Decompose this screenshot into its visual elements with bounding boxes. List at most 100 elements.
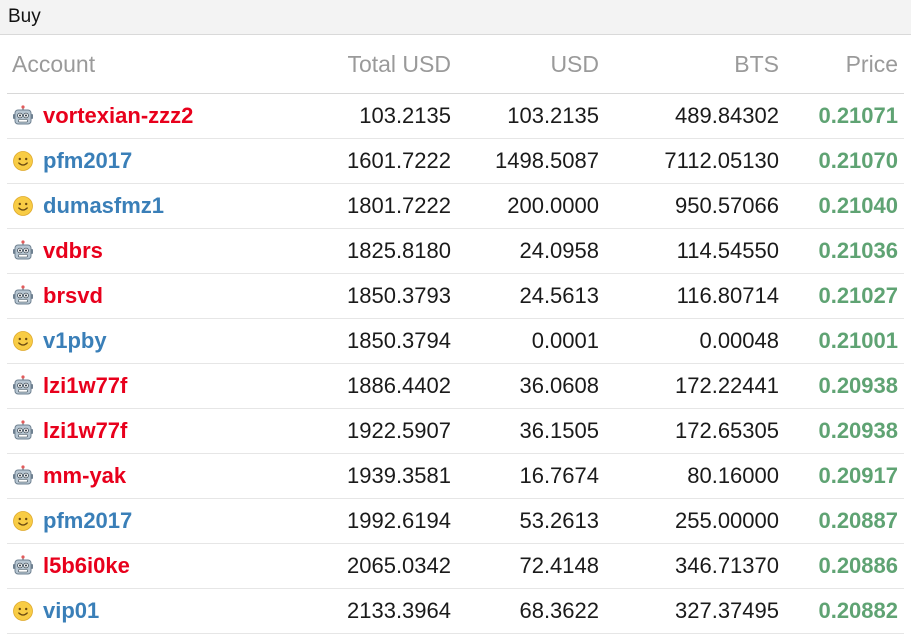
price-cell: 0.20887 bbox=[785, 498, 904, 544]
bts-cell: 172.22441 bbox=[605, 363, 785, 409]
price-cell: 0.20882 bbox=[785, 588, 904, 634]
account-cell: brsvd bbox=[7, 273, 297, 319]
account-link[interactable]: pfm2017 bbox=[43, 508, 133, 533]
account-cell: lzi1w77f bbox=[7, 363, 297, 409]
smiley-icon bbox=[12, 600, 34, 622]
total-usd-cell: 1992.6194 bbox=[297, 498, 457, 544]
usd-cell: 103.2135 bbox=[457, 93, 605, 139]
account-cell: vip01 bbox=[7, 588, 297, 634]
price-cell: 0.20938 bbox=[785, 408, 904, 454]
table-row[interactable]: v1pby 1850.3794 0.0001 0.00048 0.21001 bbox=[7, 318, 904, 364]
total-usd-cell: 1601.7222 bbox=[297, 138, 457, 184]
account-cell: mm-yak bbox=[7, 453, 297, 499]
price-cell: 0.20886 bbox=[785, 543, 904, 589]
column-header-usd[interactable]: USD bbox=[457, 35, 605, 94]
bts-cell: 116.80714 bbox=[605, 273, 785, 319]
robot-icon bbox=[12, 555, 34, 577]
price-cell: 0.21027 bbox=[785, 273, 904, 319]
bts-cell: 950.57066 bbox=[605, 183, 785, 229]
bts-cell: 0.00048 bbox=[605, 318, 785, 364]
account-cell: dumasfmz1 bbox=[7, 183, 297, 229]
account-cell: vdbrs bbox=[7, 228, 297, 274]
total-usd-cell: 2065.0342 bbox=[297, 543, 457, 589]
account-cell: lzi1w77f bbox=[7, 408, 297, 454]
account-link[interactable]: vdbrs bbox=[43, 238, 103, 263]
robot-icon bbox=[12, 420, 34, 442]
total-usd-cell: 1850.3794 bbox=[297, 318, 457, 364]
table-row[interactable]: lzi1w77f 1922.5907 36.1505 172.65305 0.20938 bbox=[7, 408, 904, 454]
usd-cell: 36.0608 bbox=[457, 363, 605, 409]
usd-cell: 16.7674 bbox=[457, 453, 605, 499]
account-cell: pfm2017 bbox=[7, 498, 297, 544]
price-cell: 0.21001 bbox=[785, 318, 904, 364]
total-usd-cell: 1850.3793 bbox=[297, 273, 457, 319]
smiley-icon bbox=[12, 195, 34, 217]
account-link[interactable]: lzi1w77f bbox=[43, 373, 128, 398]
panel-title: Buy bbox=[8, 6, 41, 27]
table-row[interactable]: vdbrs 1825.8180 24.0958 114.54550 0.21036 bbox=[7, 228, 904, 274]
total-usd-cell: 103.2135 bbox=[297, 93, 457, 139]
panel-header: Buy bbox=[0, 0, 911, 35]
smiley-icon bbox=[12, 150, 34, 172]
bts-cell: 7112.05130 bbox=[605, 138, 785, 184]
account-link[interactable]: v1pby bbox=[43, 328, 107, 353]
usd-cell: 53.2613 bbox=[457, 498, 605, 544]
price-cell: 0.21070 bbox=[785, 138, 904, 184]
account-link[interactable]: l5b6i0ke bbox=[43, 553, 130, 578]
price-cell: 0.20938 bbox=[785, 363, 904, 409]
column-header-account[interactable]: Account bbox=[7, 35, 297, 94]
price-cell: 0.21071 bbox=[785, 93, 904, 139]
table-row[interactable]: pfm2017 1992.6194 53.2613 255.00000 0.20887 bbox=[7, 498, 904, 544]
price-cell: 0.21036 bbox=[785, 228, 904, 274]
column-header-total-usd[interactable]: Total USD bbox=[297, 35, 457, 94]
usd-cell: 200.0000 bbox=[457, 183, 605, 229]
table-row[interactable]: vip01 2133.3964 68.3622 327.37495 0.20882 bbox=[7, 588, 904, 634]
total-usd-cell: 1922.5907 bbox=[297, 408, 457, 454]
smiley-icon bbox=[12, 330, 34, 352]
usd-cell: 24.5613 bbox=[457, 273, 605, 319]
table-row[interactable]: pfm2017 1601.7222 1498.5087 7112.05130 0.210… bbox=[7, 138, 904, 184]
usd-cell: 36.1505 bbox=[457, 408, 605, 454]
bts-cell: 346.71370 bbox=[605, 543, 785, 589]
total-usd-cell: 1825.8180 bbox=[297, 228, 457, 274]
table-row[interactable]: brsvd 1850.3793 24.5613 116.80714 0.21027 bbox=[7, 273, 904, 319]
smiley-icon bbox=[12, 510, 34, 532]
account-link[interactable]: brsvd bbox=[43, 283, 103, 308]
bts-cell: 114.54550 bbox=[605, 228, 785, 274]
column-header-bts[interactable]: BTS bbox=[605, 35, 785, 94]
usd-cell: 1498.5087 bbox=[457, 138, 605, 184]
total-usd-cell: 2133.3964 bbox=[297, 588, 457, 634]
bts-cell: 255.00000 bbox=[605, 498, 785, 544]
table-row[interactable]: l5b6i0ke 2065.0342 72.4148 346.71370 0.20886 bbox=[7, 543, 904, 589]
bts-cell: 80.16000 bbox=[605, 453, 785, 499]
account-link[interactable]: pfm2017 bbox=[43, 148, 133, 173]
buy-orders-table: Account Total USD USD BTS Price vortexia… bbox=[7, 35, 904, 634]
total-usd-cell: 1886.4402 bbox=[297, 363, 457, 409]
table-row[interactable]: lzi1w77f 1886.4402 36.0608 172.22441 0.20938 bbox=[7, 363, 904, 409]
total-usd-cell: 1939.3581 bbox=[297, 453, 457, 499]
account-cell: vortexian-zzz2 bbox=[7, 93, 297, 139]
column-header-price[interactable]: Price bbox=[785, 35, 904, 94]
account-cell: pfm2017 bbox=[7, 138, 297, 184]
robot-icon bbox=[12, 240, 34, 262]
account-cell: l5b6i0ke bbox=[7, 543, 297, 589]
usd-cell: 68.3622 bbox=[457, 588, 605, 634]
account-link[interactable]: vip01 bbox=[43, 598, 100, 623]
usd-cell: 72.4148 bbox=[457, 543, 605, 589]
table-row[interactable]: vortexian-zzz2 103.2135 103.2135 489.84302 0… bbox=[7, 93, 904, 139]
account-link[interactable]: vortexian-zzz2 bbox=[43, 103, 194, 128]
robot-icon bbox=[12, 285, 34, 307]
robot-icon bbox=[12, 105, 34, 127]
account-link[interactable]: dumasfmz1 bbox=[43, 193, 165, 218]
table-header-row: Account Total USD USD BTS Price bbox=[7, 35, 904, 94]
usd-cell: 0.0001 bbox=[457, 318, 605, 364]
table-row[interactable]: dumasfmz1 1801.7222 200.0000 950.57066 0.210… bbox=[7, 183, 904, 229]
total-usd-cell: 1801.7222 bbox=[297, 183, 457, 229]
bts-cell: 327.37495 bbox=[605, 588, 785, 634]
robot-icon bbox=[12, 465, 34, 487]
price-cell: 0.21040 bbox=[785, 183, 904, 229]
table-row[interactable]: mm-yak 1939.3581 16.7674 80.16000 0.20917 bbox=[7, 453, 904, 499]
account-link[interactable]: lzi1w77f bbox=[43, 418, 128, 443]
account-cell: v1pby bbox=[7, 318, 297, 364]
account-link[interactable]: mm-yak bbox=[43, 463, 127, 488]
